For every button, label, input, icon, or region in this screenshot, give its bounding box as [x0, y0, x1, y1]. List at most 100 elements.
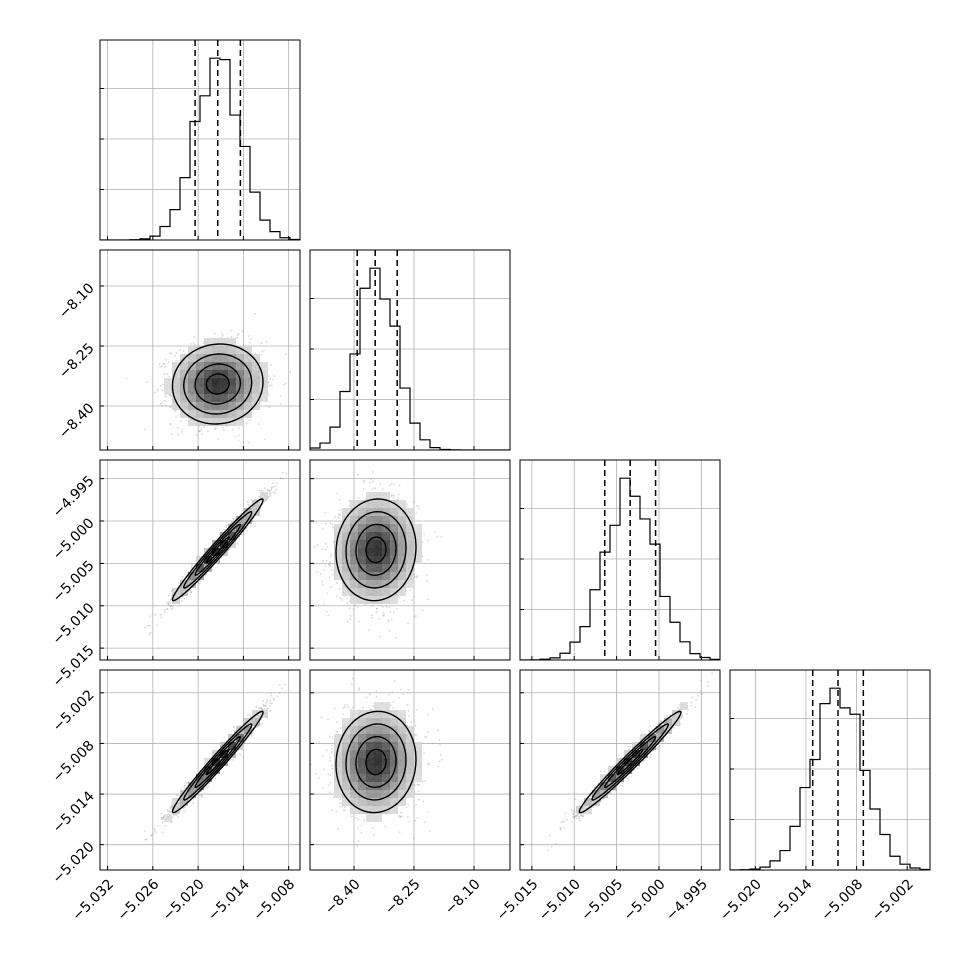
sample-point — [190, 591, 192, 594]
sample-point — [328, 564, 331, 567]
sample-point — [411, 599, 413, 601]
density-cell — [414, 532, 422, 540]
density-cell — [342, 532, 350, 540]
sample-point — [268, 384, 271, 386]
sample-point — [174, 410, 177, 413]
density-cell — [252, 362, 260, 370]
density-cell — [366, 588, 374, 596]
contour-level — [194, 523, 242, 577]
density-cell — [220, 418, 228, 426]
sample-point — [321, 559, 324, 562]
sample-point — [330, 553, 332, 556]
sample-point — [233, 518, 235, 521]
sample-point — [159, 366, 162, 368]
sample-point — [182, 350, 185, 352]
sample-point — [417, 505, 420, 508]
sample-point — [247, 503, 250, 506]
sample-point — [324, 522, 327, 525]
sample-point — [260, 354, 263, 356]
sample-point — [389, 484, 391, 487]
sample-point — [170, 605, 173, 607]
density-cell — [350, 556, 358, 564]
sample-point — [421, 541, 424, 544]
density-cell — [212, 354, 220, 362]
density-cell — [366, 572, 374, 580]
density-cell — [334, 524, 342, 532]
density-cell — [244, 346, 252, 354]
sample-point — [181, 431, 184, 433]
sample-point — [174, 354, 177, 357]
density-cell — [350, 596, 358, 604]
sample-point — [167, 594, 170, 597]
sample-point — [284, 382, 287, 385]
density-shading — [164, 338, 268, 426]
density-cell — [204, 418, 212, 426]
sample-point — [167, 603, 170, 605]
sample-point — [247, 441, 250, 444]
sample-point — [387, 620, 389, 623]
y-tick-label: −8.40 — [56, 400, 98, 442]
sample-point — [170, 395, 173, 397]
sample-point — [164, 608, 166, 611]
density-shading — [334, 492, 422, 604]
sample-point — [170, 405, 172, 408]
density-cell — [398, 540, 406, 548]
density-cell — [228, 370, 236, 378]
density-cell — [188, 346, 196, 354]
density-cell — [220, 338, 228, 346]
sample-point — [326, 592, 329, 595]
sample-point — [265, 703, 267, 705]
sample-point — [391, 494, 393, 497]
sample-point — [313, 546, 316, 549]
sample-point — [230, 329, 233, 332]
density-cell — [398, 588, 406, 596]
sample-point — [336, 582, 338, 585]
sample-point — [170, 432, 173, 435]
sample-point — [325, 560, 328, 562]
sample-point — [246, 501, 249, 503]
sample-point — [267, 393, 270, 396]
sample-point — [427, 539, 430, 542]
sample-point — [407, 622, 409, 624]
density-cell — [342, 580, 350, 588]
sample-point — [161, 365, 163, 368]
sample-point — [182, 468, 184, 470]
panel-frame — [99, 39, 301, 241]
density-cell — [390, 524, 398, 532]
sample-point — [160, 402, 163, 404]
sample-point — [335, 595, 338, 598]
sample-point — [166, 608, 168, 610]
sample-point — [275, 488, 278, 491]
sample-point — [358, 497, 360, 500]
sample-point — [337, 512, 340, 515]
sample-point — [236, 336, 238, 339]
sample-point — [272, 378, 275, 381]
sample-point — [316, 544, 319, 546]
sample-point — [357, 473, 360, 476]
density-cell — [220, 370, 228, 378]
sample-point — [303, 591, 305, 593]
density-cell — [374, 532, 382, 540]
density-cell — [382, 580, 390, 588]
sample-point — [349, 618, 352, 620]
sample-point — [162, 362, 165, 365]
sample-point — [369, 481, 371, 484]
sample-point — [425, 574, 428, 577]
density-cell — [398, 532, 406, 540]
density-cell — [236, 354, 244, 362]
density-cell — [390, 580, 398, 588]
sample-point — [249, 419, 252, 421]
sample-point — [159, 403, 162, 405]
sample-point — [190, 565, 193, 567]
density-cell — [390, 516, 398, 524]
sample-point — [165, 404, 167, 407]
density-cell — [180, 370, 188, 378]
sample-point — [193, 343, 196, 346]
sample-point — [385, 605, 388, 608]
density-cell — [252, 354, 260, 362]
sample-point — [175, 416, 178, 418]
density-cell — [244, 370, 252, 378]
sample-point — [440, 535, 443, 538]
sample-point — [315, 521, 318, 523]
sample-point — [352, 608, 355, 611]
